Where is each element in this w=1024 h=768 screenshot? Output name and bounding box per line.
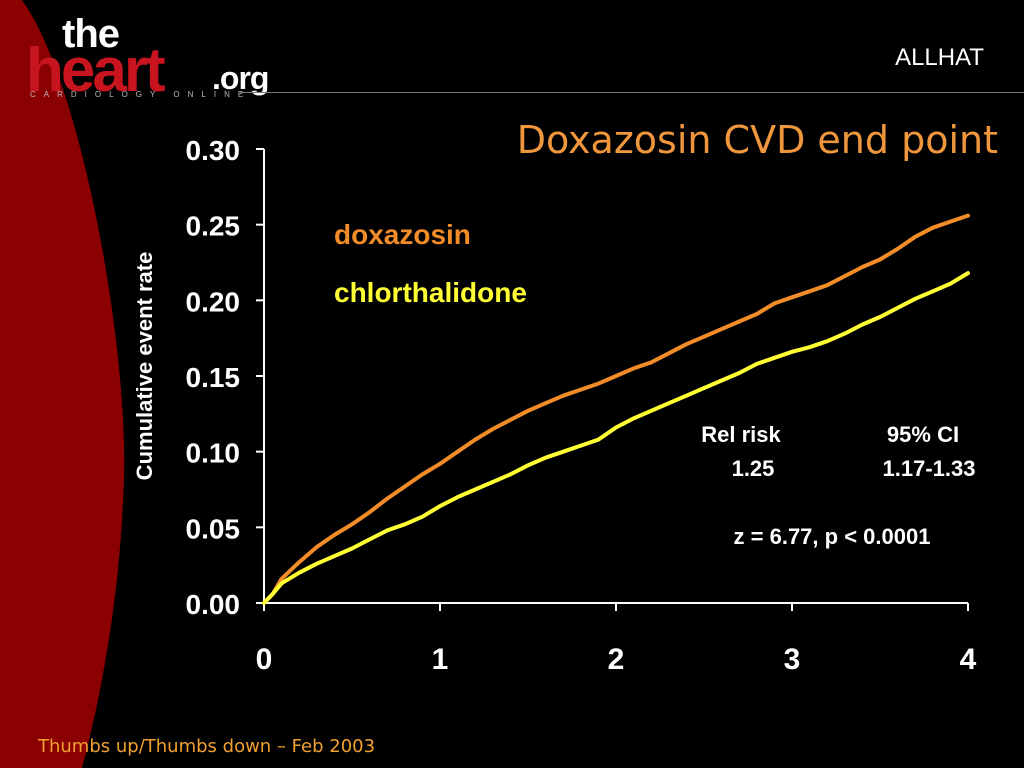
footer-text: Thumbs up/Thumbs down – Feb 2003 bbox=[38, 736, 376, 757]
y-tick-label: 0.10 bbox=[186, 438, 241, 469]
y-tick-label: 0.30 bbox=[186, 135, 241, 166]
ci-label: 95% CI bbox=[887, 422, 959, 447]
stats-annotation: z = 6.77, p < 0.0001 bbox=[734, 524, 931, 549]
y-tick-label: 0.25 bbox=[186, 211, 241, 242]
rel-risk-value: 1.25 bbox=[732, 456, 775, 481]
series-line-doxazosin bbox=[262, 213, 970, 605]
logo-the-text: the bbox=[62, 12, 120, 56]
logo-org-text: .org bbox=[212, 60, 269, 96]
logo-tagline: CARDIOLOGY ONLINE bbox=[30, 90, 252, 99]
header-divider bbox=[240, 92, 1024, 93]
study-name: ALLHAT bbox=[895, 44, 984, 71]
y-axis-label: Cumulative event rate bbox=[132, 252, 157, 481]
logo-heart-text: heart bbox=[26, 36, 166, 105]
legend-label-chlorthalidone: chlorthalidone bbox=[334, 277, 527, 308]
red-swoosh bbox=[0, 0, 125, 768]
x-tick-label: 2 bbox=[608, 643, 625, 676]
series-line-chlorthalidone bbox=[262, 271, 970, 605]
slide-title: Doxazosin CVD end point bbox=[516, 118, 998, 162]
y-tick-label: 0.15 bbox=[186, 362, 241, 393]
y-tick-label: 0.20 bbox=[186, 286, 241, 317]
ci-value: 1.17-1.33 bbox=[883, 456, 976, 481]
x-tick-label: 4 bbox=[960, 643, 977, 676]
y-tick-label: 0.05 bbox=[186, 513, 241, 544]
x-tick-label: 0 bbox=[256, 643, 273, 676]
rel-risk-label: Rel risk bbox=[701, 422, 781, 447]
legend-label-doxazosin: doxazosin bbox=[334, 219, 471, 250]
x-tick-label: 1 bbox=[432, 643, 449, 676]
x-tick-label: 3 bbox=[784, 643, 801, 676]
y-tick-label: 0.00 bbox=[186, 589, 241, 620]
